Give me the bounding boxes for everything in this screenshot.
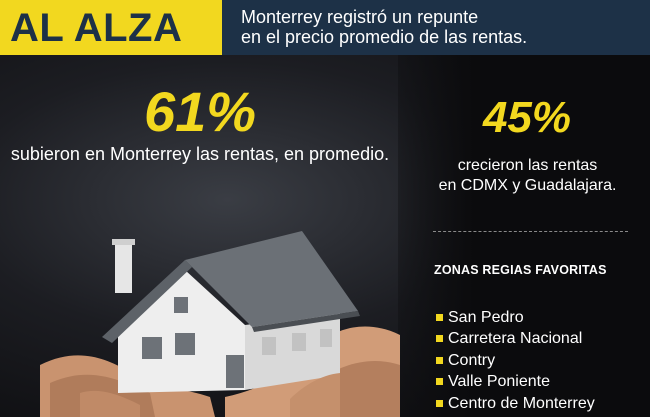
header-tag-text: AL ALZA [10, 6, 183, 50]
stat-cdmx-value: 45% [482, 93, 572, 142]
header-subtitle-line2: en el precio promedio de las rentas. [241, 27, 528, 47]
square-bullet-icon [436, 335, 443, 343]
header-tag: AL ALZA [0, 0, 222, 55]
square-bullet-icon [436, 314, 443, 321]
stat-cdmx-description: crecieron las rentas en CDMX y Guadalaja… [405, 156, 650, 196]
house-in-hands-illustration [40, 231, 400, 417]
right-panel [398, 55, 650, 417]
header-subtitle: Monterrey registró un repunte en el prec… [241, 7, 641, 47]
stat-monterrey-value: 61% [143, 80, 257, 143]
square-bullet-icon [436, 356, 443, 364]
zona-label: Carretera Nacional [448, 330, 583, 348]
list-item: Valle Poniente [436, 372, 595, 393]
header-bar: AL ALZA Monterrey registró un repunte en… [0, 0, 650, 55]
divider [433, 231, 628, 232]
zona-label: Valle Poniente [448, 373, 550, 391]
header-subtitle-line1: Monterrey registró un repunte [241, 7, 479, 27]
square-bullet-icon [436, 378, 443, 386]
zonas-title: ZONAS REGIAS FAVORITAS [434, 263, 607, 277]
zona-label: Centro de Monterrey [448, 394, 595, 412]
zonas-list: San Pedro Carretera Nacional Contry Vall… [436, 308, 595, 415]
stat-cdmx-description-line2: en CDMX y Guadalajara. [438, 177, 617, 194]
list-item: Centro de Monterrey [436, 394, 595, 415]
list-item: Contry [436, 351, 595, 372]
zona-label: Contry [448, 351, 496, 369]
stat-monterrey-description: subieron en Monterrey las rentas, en pro… [10, 144, 390, 164]
list-item: Carretera Nacional [436, 329, 595, 350]
square-bullet-icon [436, 399, 443, 407]
stat-cdmx-description-line1: crecieron las rentas [457, 157, 598, 174]
list-item: San Pedro [436, 308, 595, 329]
zona-label: San Pedro [448, 309, 524, 326]
